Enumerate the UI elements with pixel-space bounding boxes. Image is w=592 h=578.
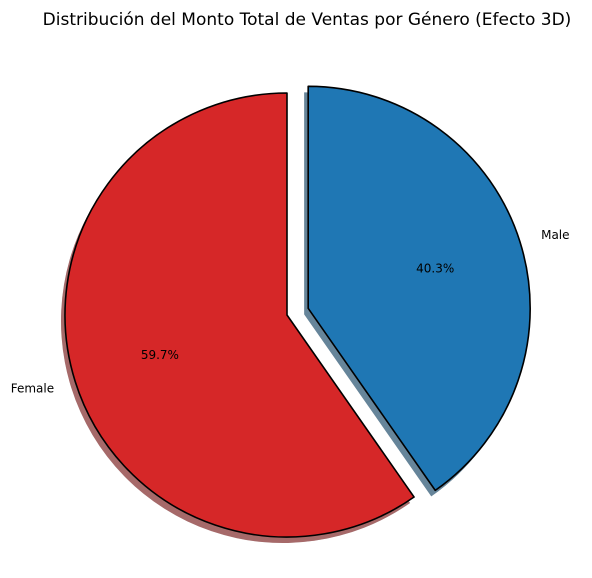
pct-label-male: 40.3% bbox=[416, 261, 454, 275]
slice-label-male: Male bbox=[541, 228, 569, 242]
chart-title: Distribución del Monto Total de Ventas p… bbox=[43, 10, 572, 30]
pie-slice-female bbox=[64, 92, 415, 538]
slice-label-female: Female bbox=[11, 381, 54, 395]
slice-labels: 59.7% Female 40.3% Male bbox=[11, 228, 570, 395]
pct-label-female: 59.7% bbox=[141, 348, 179, 362]
pie-slice-male bbox=[307, 85, 531, 492]
pie-slices bbox=[64, 85, 531, 538]
